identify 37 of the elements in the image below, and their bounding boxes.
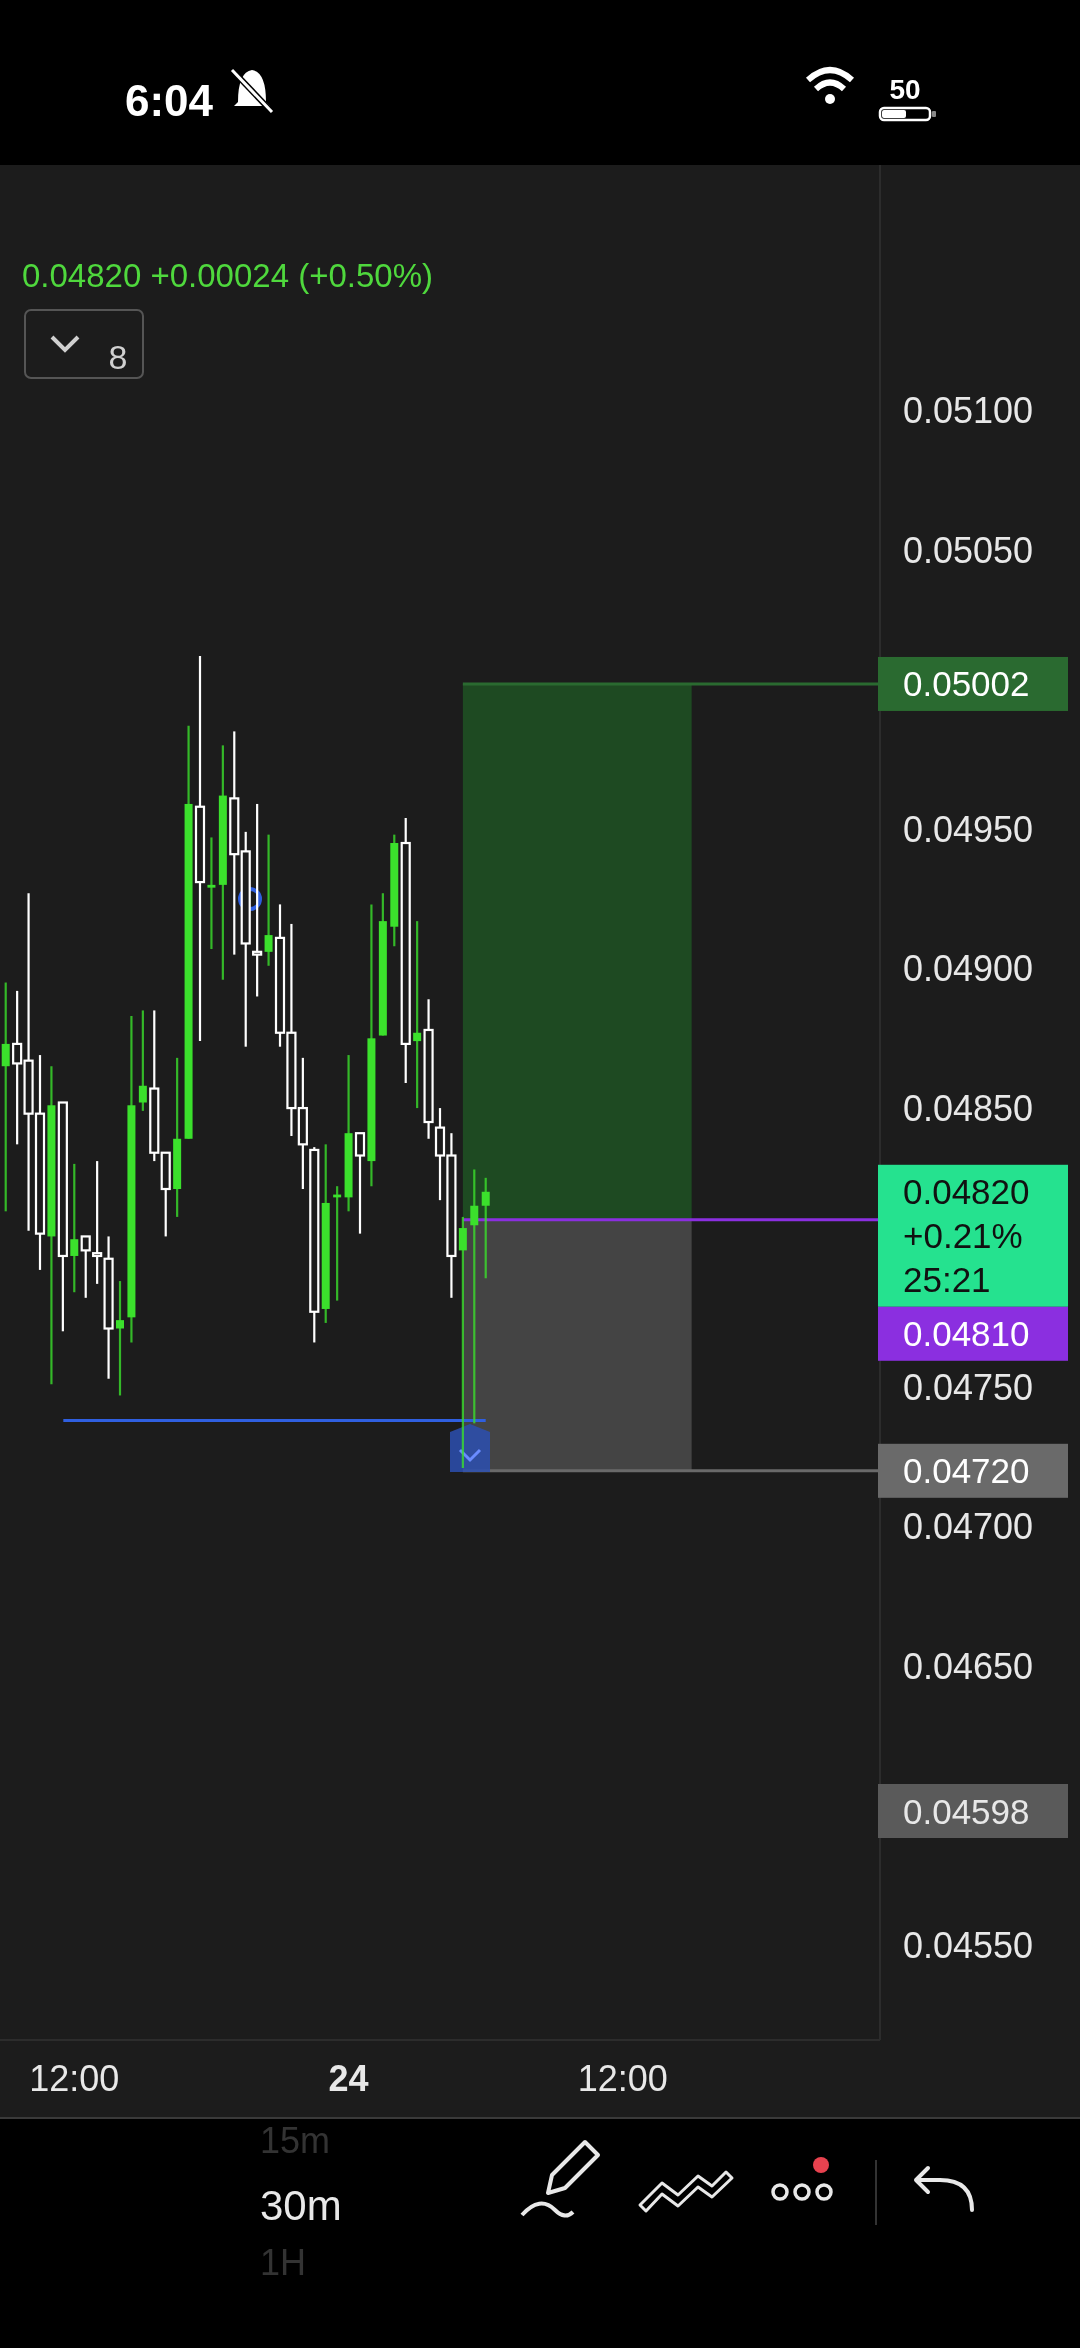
annotation: 8 [108, 338, 128, 376]
text: 25:21 [903, 1260, 991, 1300]
candlestick [138, 1009, 147, 1112]
text: 0.04598 [903, 1791, 1030, 1831]
candlestick [80, 1235, 91, 1299]
y-tick-label: 0.04650 [903, 1645, 1034, 1687]
ref-line-label: 0.05002 [903, 664, 1030, 704]
text: 0.04820 [903, 1172, 1030, 1212]
candlestick [70, 1162, 79, 1294]
ref-line-label: 0.04810 [903, 1314, 1030, 1354]
y-tick-label: 0.04550 [903, 1924, 1034, 1966]
x-tick-label: 12:00 [29, 2057, 120, 2099]
candlestick [264, 833, 273, 967]
x-tick-label: 24 [328, 2057, 369, 2099]
candlestick [207, 836, 216, 951]
candlestick [252, 802, 263, 998]
y-tick-label: 0.04700 [903, 1506, 1034, 1548]
text: +0.21% [903, 1216, 1023, 1256]
candlestick [354, 1132, 366, 1235]
text: 50 [889, 73, 921, 105]
candlestick [470, 1168, 479, 1425]
candlestick [1, 981, 10, 1213]
candlestick [481, 1176, 490, 1280]
x-tick-label: 12:00 [577, 2057, 668, 2099]
text: 6:04 [125, 75, 214, 125]
y-tick-label: 0.04850 [903, 1087, 1034, 1129]
ref-line-label: 0.04720 [903, 1451, 1030, 1491]
y-tick-label: 0.05100 [903, 390, 1034, 432]
candlestick [458, 1215, 467, 1470]
candlestick [92, 1159, 103, 1285]
y-tick-label: 0.04950 [903, 808, 1034, 850]
y-tick-label: 0.04750 [903, 1366, 1034, 1408]
text: 0.04820 +0.00024 (+0.50%) [22, 256, 434, 294]
y-tick-label: 0.05050 [903, 529, 1034, 571]
y-tick-label: 0.04900 [903, 948, 1034, 990]
text: 30m [260, 2181, 342, 2229]
candlestick [413, 920, 422, 1110]
